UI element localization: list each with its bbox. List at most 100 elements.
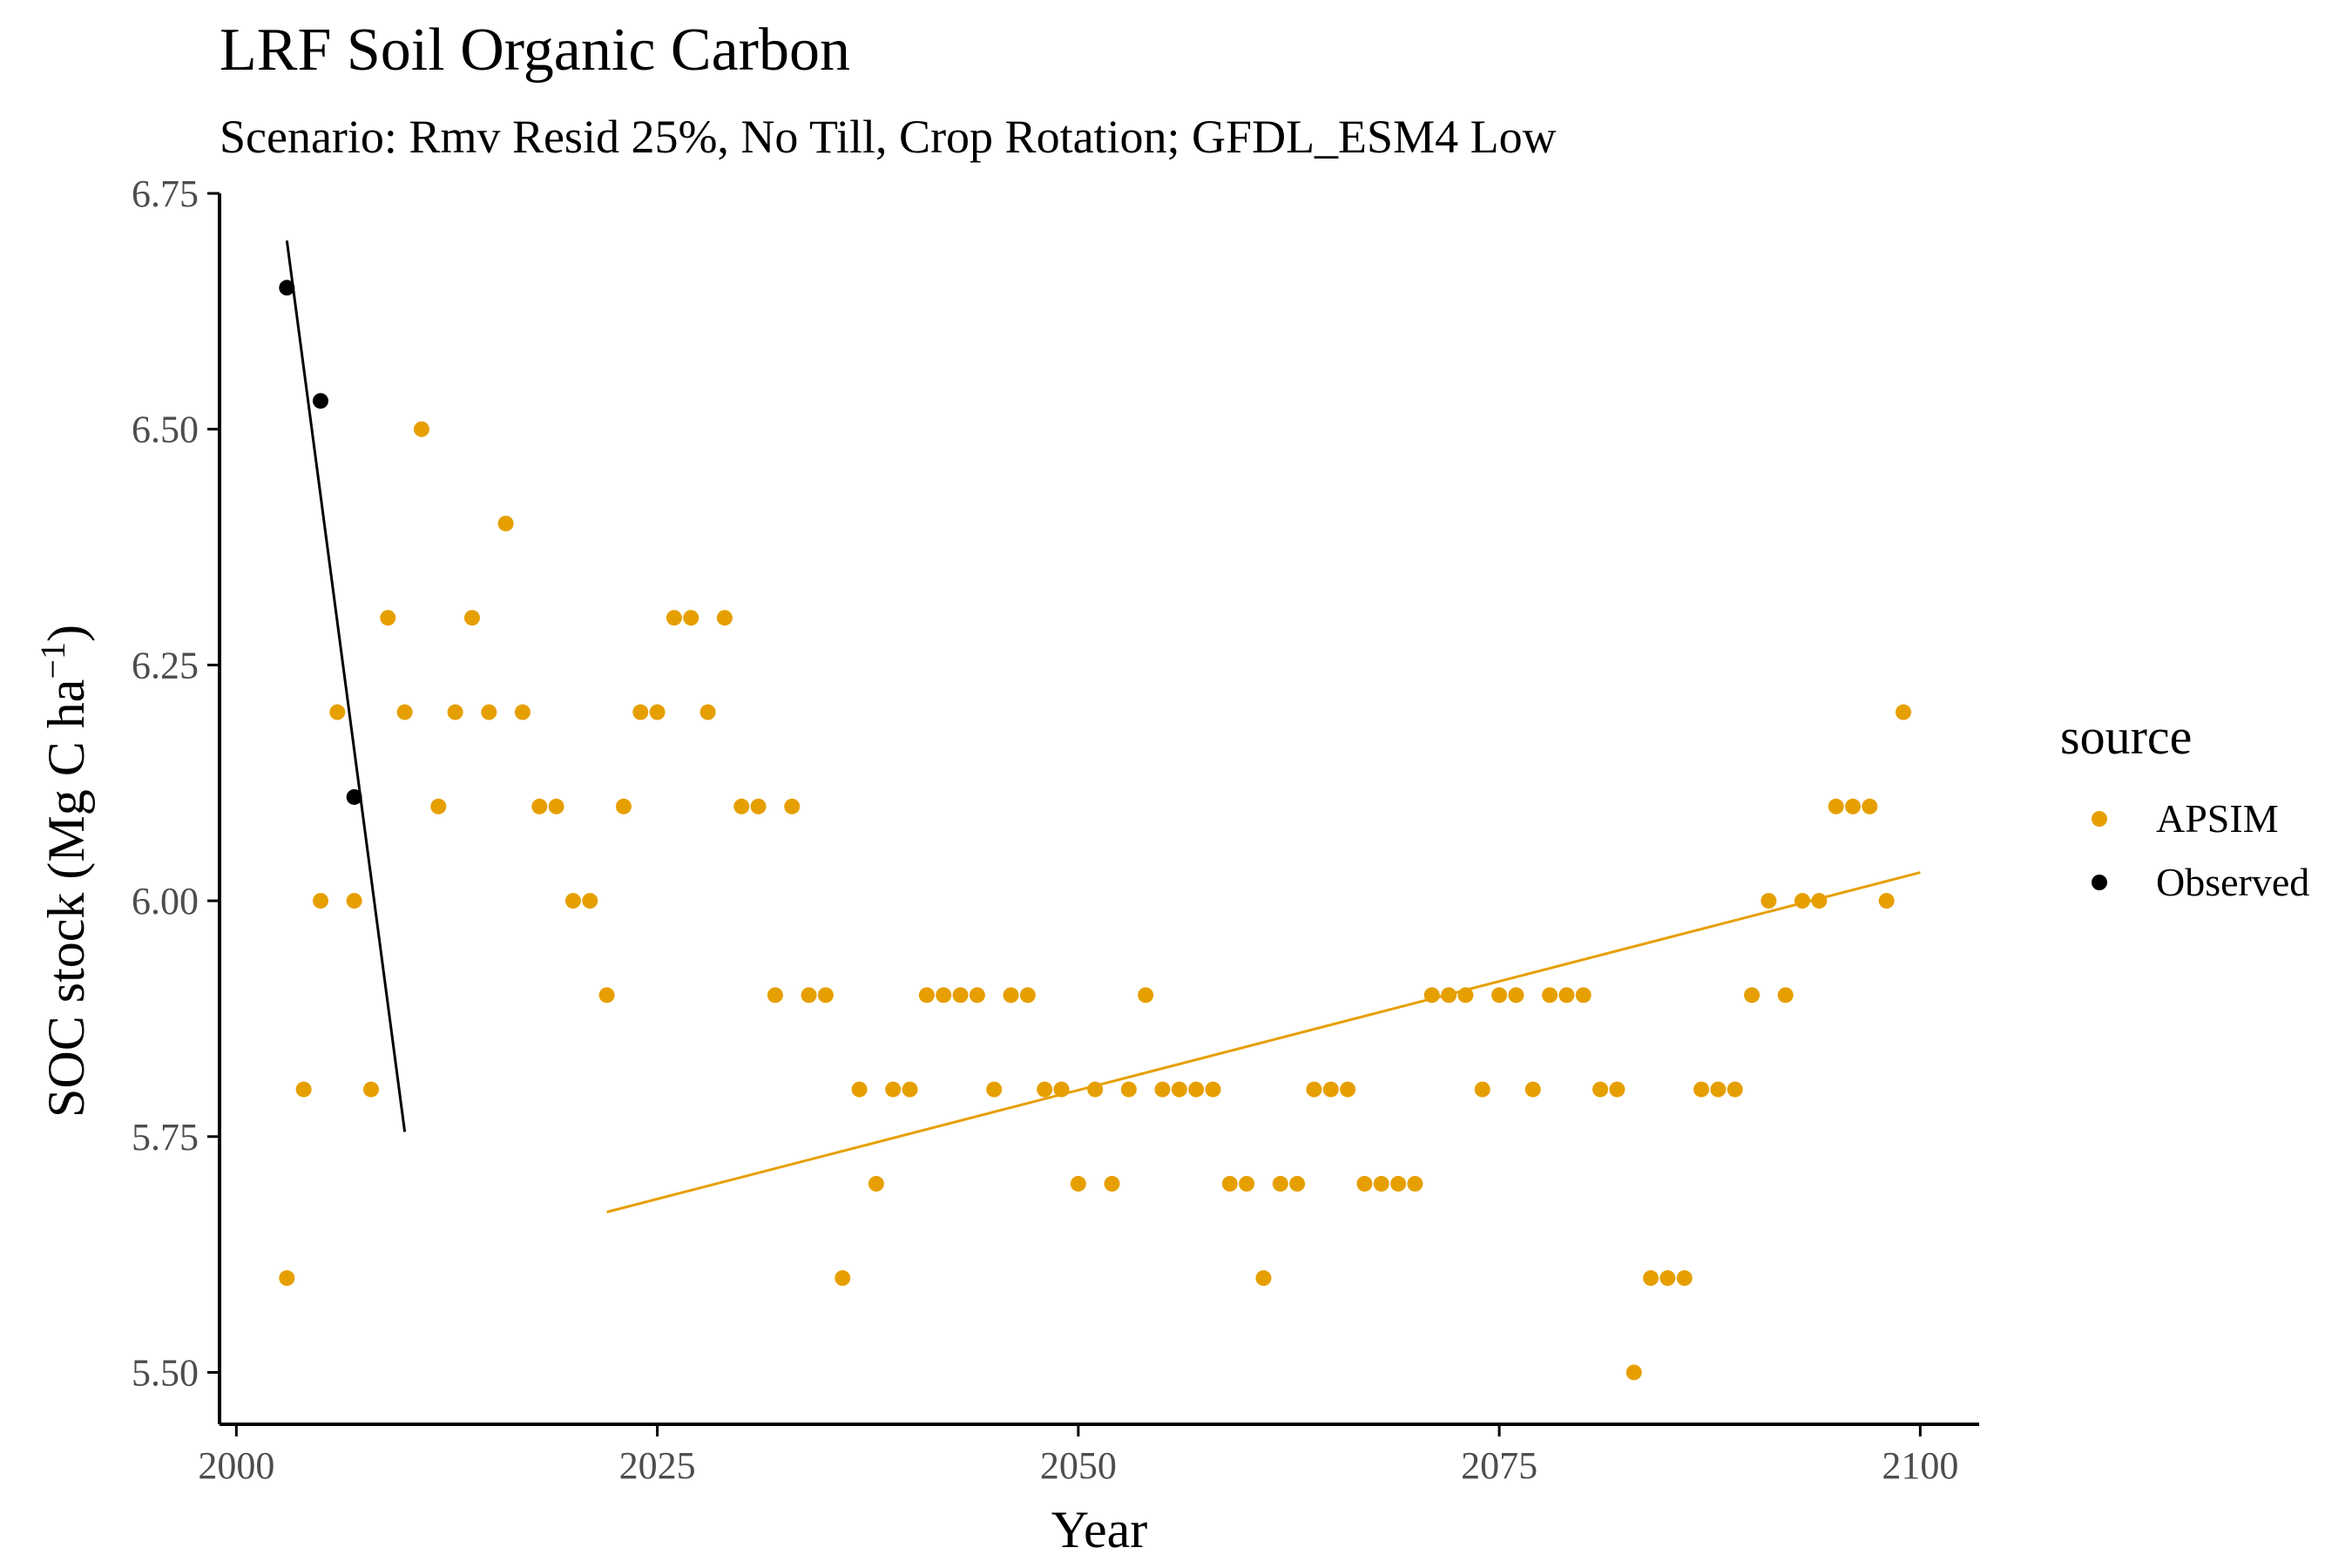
apsim-point	[1390, 1175, 1407, 1192]
apsim-point	[750, 798, 767, 814]
y-tick-label: 5.75	[132, 1116, 199, 1159]
apsim-point	[447, 704, 463, 720]
apsim-point	[1558, 987, 1575, 1004]
observed-trend-line	[285, 240, 407, 1132]
apsim-point	[564, 893, 581, 909]
apsim-point	[582, 893, 598, 909]
apsim-point	[683, 610, 700, 626]
y-axis-title-close: )	[37, 625, 95, 642]
y-tick-label: 6.50	[132, 409, 199, 451]
legend-item-observed: Observed	[2092, 860, 2309, 904]
apsim-point	[413, 421, 429, 437]
legend: source APSIM Observed	[2060, 708, 2309, 904]
apsim-point	[1896, 704, 1912, 720]
apsim-point	[1272, 1175, 1288, 1192]
apsim-point	[1037, 1081, 1053, 1098]
apsim-point	[380, 610, 396, 626]
apsim-point	[767, 987, 783, 1004]
apsim-point	[1693, 1081, 1710, 1098]
apsim-point	[733, 798, 750, 814]
observed-point	[279, 280, 295, 296]
apsim-point	[548, 798, 564, 814]
x-tick-label: 2025	[619, 1444, 696, 1487]
x-tick-label: 2050	[1040, 1444, 1117, 1487]
apsim-point	[514, 704, 531, 720]
apsim-point	[1407, 1175, 1423, 1192]
apsim-point	[1003, 987, 1019, 1004]
apsim-point	[1575, 987, 1592, 1004]
apsim-point	[1322, 1081, 1339, 1098]
y-tick-label: 6.00	[132, 880, 199, 923]
apsim-point	[531, 798, 548, 814]
legend-title: source	[2060, 708, 2192, 765]
apsim-point	[1878, 893, 1895, 909]
apsim-point	[784, 798, 801, 814]
apsim-point	[396, 704, 413, 720]
legend-key-observed	[2092, 875, 2107, 890]
legend-key-apsim	[2092, 811, 2107, 827]
apsim-point	[1524, 1081, 1541, 1098]
apsim-point	[1070, 1175, 1086, 1192]
apsim-point	[615, 798, 632, 814]
apsim-point	[1205, 1081, 1221, 1098]
apsim-point	[1542, 987, 1558, 1004]
apsim-point	[1761, 893, 1777, 909]
apsim-point	[1845, 798, 1862, 814]
observed-point	[312, 393, 328, 409]
legend-items: APSIM Observed	[2092, 796, 2309, 904]
apsim-point	[969, 987, 985, 1004]
apsim-point	[346, 893, 362, 909]
series-layer	[279, 240, 1921, 1381]
x-axis-title: Year	[1051, 1501, 1148, 1558]
apsim-point	[1239, 1175, 1255, 1192]
apsim-point	[362, 1081, 379, 1098]
x-tick-label: 2100	[1882, 1444, 1958, 1487]
apsim-point	[1676, 1270, 1693, 1287]
apsim-point	[918, 987, 935, 1004]
apsim-point	[801, 987, 817, 1004]
apsim-point	[1625, 1364, 1642, 1381]
legend-item-apsim: APSIM	[2092, 796, 2279, 841]
apsim-point	[598, 987, 615, 1004]
apsim-point	[1138, 987, 1154, 1004]
apsim-point	[1727, 1081, 1743, 1098]
apsim-point	[1423, 987, 1440, 1004]
legend-label-observed: Observed	[2156, 860, 2309, 904]
apsim-point	[279, 1270, 295, 1287]
apsim-point	[868, 1175, 884, 1192]
observed-point	[346, 788, 362, 805]
apsim-point	[1306, 1081, 1322, 1098]
series-observed	[279, 240, 407, 1132]
legend-label-apsim: APSIM	[2156, 796, 2279, 841]
apsim-point	[1609, 1081, 1625, 1098]
y-axis-title-main: SOC stock (Mg C ha	[37, 679, 95, 1118]
apsim-point	[1441, 987, 1457, 1004]
apsim-point	[1087, 1081, 1104, 1098]
apsim-point	[1862, 798, 1878, 814]
apsim-point	[295, 1081, 312, 1098]
apsim-point	[1794, 893, 1811, 909]
apsim-point	[1154, 1081, 1171, 1098]
apsim-point	[1373, 1175, 1389, 1192]
apsim-point	[1643, 1270, 1659, 1287]
apsim-point	[936, 987, 952, 1004]
apsim-point	[716, 610, 733, 626]
apsim-point	[1104, 1175, 1120, 1192]
apsim-trend-line	[606, 871, 1921, 1213]
y-tick-label: 5.50	[132, 1351, 199, 1394]
apsim-point	[1019, 987, 1036, 1004]
apsim-point	[1221, 1175, 1238, 1192]
apsim-point	[1744, 987, 1761, 1004]
y-axis-title-sup: −1	[33, 642, 72, 679]
apsim-point	[329, 704, 346, 720]
apsim-point	[1491, 987, 1508, 1004]
apsim-point	[1710, 1081, 1727, 1098]
apsim-point	[1255, 1270, 1272, 1287]
apsim-point	[1356, 1175, 1373, 1192]
axes-layer: 2000 2025 2050 2075 2100 5.50 5.75 6.00 6.25 6.50…	[132, 172, 1979, 1487]
apsim-point	[312, 893, 328, 909]
apsim-point	[817, 987, 834, 1004]
apsim-point	[666, 610, 682, 626]
apsim-point	[632, 704, 649, 720]
